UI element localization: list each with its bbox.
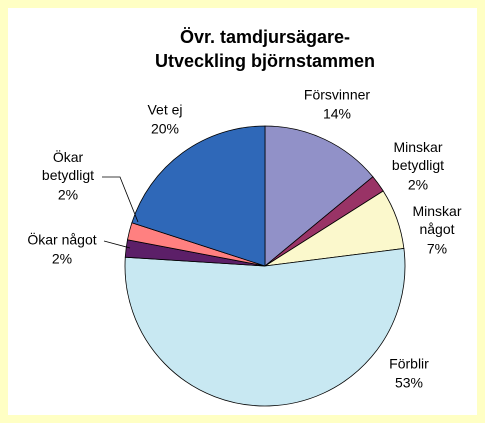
slice-label: Vet ej <box>147 102 182 118</box>
slice-label: Ökar något <box>27 231 96 248</box>
slice-value-label: 7% <box>427 241 447 257</box>
leader-line <box>102 176 139 223</box>
pie-slice <box>264 125 374 267</box>
chart-title: Utveckling björnstammen <box>155 51 375 71</box>
slice-label: Minskar betydligt <box>392 139 444 173</box>
pie-slice <box>124 248 406 407</box>
slice-value-label: 20% <box>151 121 179 137</box>
slice-label: Försvinner <box>304 87 370 103</box>
slice-label: Förblir <box>389 356 429 372</box>
slice-label: Minskar något <box>412 203 461 237</box>
slice-value-label: 53% <box>395 375 423 391</box>
slice-value-label: 2% <box>52 251 72 267</box>
chart-title: Övr. tamdjursägare- <box>180 27 350 47</box>
pie-slice <box>131 125 266 267</box>
leader-line <box>103 240 131 249</box>
slice-value-label: 2% <box>408 177 428 193</box>
slice-value-label: 14% <box>323 106 351 122</box>
slice-label: Ökar betydligt <box>42 148 94 183</box>
slice-value-label: 2% <box>58 187 78 203</box>
